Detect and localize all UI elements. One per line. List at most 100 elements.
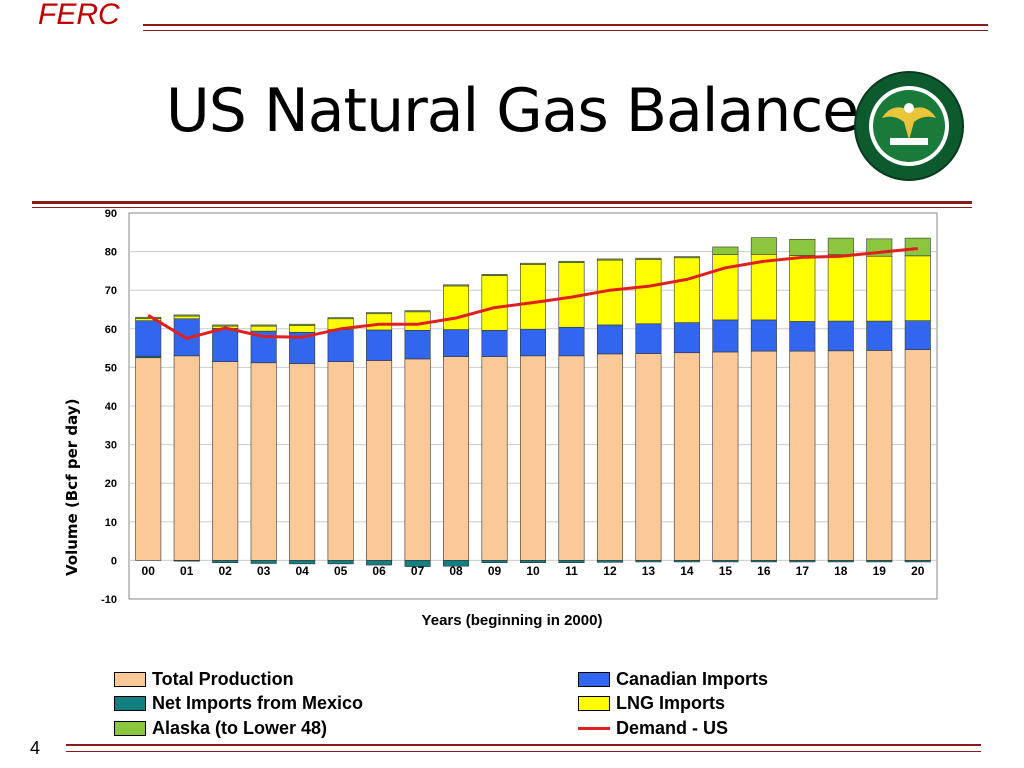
- x-tick-label: 14: [680, 564, 694, 578]
- bar-segment: [250, 362, 277, 561]
- bar-segment: [596, 324, 623, 355]
- bar-segment: [289, 560, 316, 565]
- bar-segment: [712, 319, 739, 353]
- y-tick-label: 20: [105, 478, 117, 490]
- bar-segment: [904, 349, 931, 561]
- x-tick-label: 09: [488, 564, 502, 578]
- y-tick-label: 30: [105, 440, 117, 452]
- bar-segment: [712, 254, 739, 321]
- bar-segment: [173, 314, 200, 317]
- bar-segment: [404, 330, 431, 360]
- header-rule: [143, 24, 988, 26]
- x-tick-label: 06: [372, 564, 386, 578]
- bar-segment: [481, 275, 508, 331]
- x-tick-label: 03: [257, 564, 271, 578]
- bar-segment: [750, 319, 777, 352]
- bar-segment: [443, 284, 470, 287]
- bar-segment: [481, 330, 508, 357]
- y-axis-title: Volume (Bcf per day): [63, 398, 81, 576]
- legend-label: Demand - US: [616, 717, 729, 738]
- footer-rule-thin: [66, 751, 981, 752]
- page-number: 4: [30, 738, 41, 758]
- y-tick-label: -10: [101, 594, 117, 606]
- chart-top-rule-thin: [32, 207, 972, 208]
- y-tick-label: 0: [111, 555, 117, 567]
- bar-segment: [558, 326, 585, 357]
- legend-label: Alaska (to Lower 48): [152, 717, 328, 738]
- legend-total-production: Total Production: [114, 668, 294, 690]
- bar-segment: [366, 360, 393, 561]
- bar-segment: [558, 560, 585, 564]
- bar-segment: [904, 560, 931, 563]
- bar-segment: [673, 256, 700, 259]
- bar-segment: [173, 355, 200, 561]
- bar-segment: [289, 323, 316, 326]
- x-tick-label: 01: [180, 564, 194, 578]
- y-tick-label: 60: [105, 324, 117, 336]
- legend-canadian-imports: Canadian Imports: [578, 668, 768, 690]
- bar-segment: [673, 560, 700, 563]
- bar-segment: [327, 361, 354, 561]
- bar-segment: [520, 560, 546, 564]
- bar-segment: [750, 254, 777, 321]
- y-tick-label: 70: [105, 285, 117, 297]
- bar-segment: [827, 254, 854, 322]
- legend-swatch: [578, 671, 610, 687]
- bar-segment: [404, 358, 431, 561]
- x-tick-label: 08: [449, 564, 463, 578]
- x-tick-label: 18: [834, 564, 848, 578]
- bar-segment: [404, 310, 431, 313]
- bar-segment: [366, 329, 393, 361]
- legend-swatch: [578, 695, 610, 711]
- legend-alaska: Alaska (to Lower 48): [114, 717, 327, 739]
- legend-line-swatch: [578, 726, 610, 730]
- bar-segment: [827, 320, 854, 352]
- bar-segment: [327, 329, 354, 362]
- bar-segment: [520, 264, 546, 330]
- bar-segment: [789, 321, 816, 352]
- bar-segment: [635, 560, 662, 563]
- bar-segment: [904, 320, 931, 350]
- slide-title: US Natural Gas Balance: [165, 76, 859, 146]
- bar-segment: [789, 255, 816, 322]
- bar-segment: [212, 560, 239, 564]
- bar-segment: [366, 313, 393, 331]
- bar-segment: [481, 560, 508, 564]
- bar-segment: [596, 353, 623, 561]
- x-tick-label: 02: [219, 564, 233, 578]
- bar-segment: [135, 320, 162, 357]
- bar-segment: [827, 560, 854, 563]
- bar-segment: [212, 361, 239, 561]
- bar-segment: [443, 285, 470, 330]
- bar-segment: [520, 355, 546, 561]
- x-tick-label: 00: [142, 564, 156, 578]
- bar-segment: [520, 328, 546, 357]
- legend-swatch: [114, 720, 146, 736]
- bar-segment: [789, 238, 816, 256]
- y-tick-label: 90: [105, 208, 117, 220]
- bar-segment: [135, 357, 162, 561]
- bar-segment: [366, 560, 393, 566]
- bar-segment: [250, 560, 277, 564]
- x-tick-label: 15: [719, 564, 733, 578]
- legend-demand-us: Demand - US: [578, 717, 728, 739]
- demand-line: [147, 247, 918, 341]
- ferc-seal-icon: [854, 71, 964, 181]
- x-tick-label: 05: [334, 564, 348, 578]
- legend-lng-imports: LNG Imports: [578, 692, 725, 714]
- bar-segment: [866, 350, 893, 561]
- bar-segment: [250, 324, 277, 327]
- bar-segment: [750, 237, 777, 255]
- bar-segment: [712, 560, 739, 563]
- bar-segment: [404, 560, 431, 567]
- bar-segment: [866, 255, 893, 322]
- bar-segment: [481, 274, 508, 276]
- bar-segment: [789, 560, 816, 563]
- bar-segment: [173, 560, 200, 562]
- legend-label: Net Imports from Mexico: [152, 692, 364, 713]
- bar-segment: [596, 258, 623, 261]
- bar-segment: [673, 322, 700, 354]
- legend-label: Total Production: [152, 668, 294, 689]
- bar-segment: [635, 259, 662, 325]
